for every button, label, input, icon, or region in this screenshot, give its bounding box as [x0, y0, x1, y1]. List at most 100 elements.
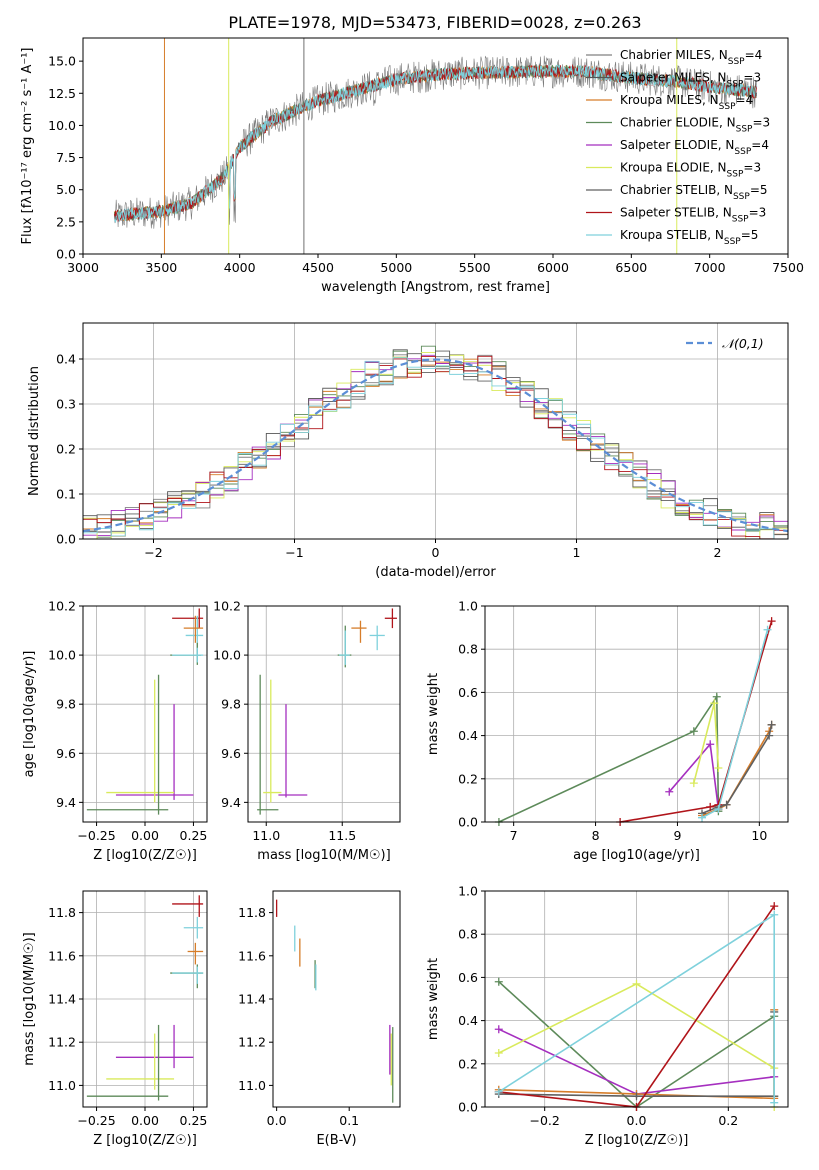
plus-marker [714, 764, 723, 772]
plus-marker [714, 805, 723, 814]
mass_weight_vs_age-axes: 7 8 9 10 0.0 0.2 0.4 0.6 0.8 1.0 [458, 599, 788, 843]
x-tick-label: 6500 [615, 260, 647, 275]
plus-marker [767, 617, 776, 626]
y-tick-label: 10.0 [213, 648, 241, 663]
plus-marker [698, 813, 707, 822]
spectrum-xlabel: wavelength [Angstrom, rest frame] [321, 280, 550, 295]
mass_weight_vs_Z-frame [484, 890, 789, 1108]
y-tick-label: 0.3 [56, 397, 76, 412]
legend-entry: Chabrier MILES, NSSP=4 [620, 48, 762, 67]
x-tick-label: −0.2 [530, 1113, 560, 1128]
plus-marker [710, 699, 719, 708]
y-tick-label: 0.2 [56, 442, 76, 457]
plus-marker [494, 977, 503, 986]
spectrum-ylabel: Flux [fλ10⁻¹⁷ erg cm⁻² s⁻¹ A⁻¹] [20, 48, 35, 245]
plus-marker [770, 902, 779, 911]
y-tick-label: 9.6 [221, 746, 241, 761]
y-tick-label: 11.0 [48, 1078, 76, 1093]
x-tick-label: 5000 [380, 260, 412, 275]
residuals-xlabel: (data-model)/error [375, 565, 496, 580]
spectrum-axes: 3000 3500 4000 4500 5000 5500 6000 6500 7000 7500… [48, 54, 804, 275]
mass_vs_ebv-points [275, 899, 394, 1103]
mass_weight_vs_age-frame [484, 605, 789, 823]
x-tick-label: 11.5 [328, 828, 356, 843]
y-tick-label: 10.0 [48, 118, 76, 133]
spectrum-frame [82, 37, 789, 255]
age_vs_Z-xlabel: Z [log10(Z/Z☉)] [93, 848, 197, 863]
legend-entry: Salpeter ELODIE, NSSP=4 [620, 138, 769, 157]
x-tick-label: 0.00 [131, 1113, 159, 1128]
y-tick-label: 9.4 [221, 795, 241, 810]
y-tick-label: 11.4 [238, 992, 266, 1007]
x-tick-label: 0.1 [339, 1113, 359, 1128]
x-tick-label: 7000 [694, 260, 726, 275]
plus-marker [665, 787, 674, 796]
y-tick-label: 11.6 [48, 948, 76, 963]
y-tick-label: 0.8 [458, 927, 478, 942]
y-tick-label: 9.4 [56, 795, 76, 810]
plus-marker [632, 979, 641, 988]
y-tick-label: 11.4 [48, 992, 76, 1007]
y-tick-label: 9.8 [221, 697, 241, 712]
plus-marker [712, 692, 721, 701]
y-tick-label: 10.0 [48, 648, 76, 663]
x-tick-label: −0.25 [77, 828, 115, 843]
legend-entry: Chabrier STELIB, NSSP=5 [620, 183, 768, 202]
x-tick-label: 4000 [224, 260, 256, 275]
mass_weight_vs_Z-xlabel: Z [log10(Z/Z☉)] [585, 1133, 689, 1148]
model-spectrum-line [113, 64, 758, 223]
x-tick-label: −2 [144, 545, 162, 560]
plus-marker [722, 800, 731, 809]
mass_weight_vs_Z-lines [494, 902, 779, 1111]
plus-marker [494, 1087, 503, 1096]
x-tick-label: 4500 [302, 260, 334, 275]
x-tick-label: 7500 [772, 260, 804, 275]
plus-marker [763, 625, 772, 634]
y-tick-label: 10.2 [48, 599, 76, 614]
normal-curve [83, 358, 788, 533]
y-tick-label: 0.6 [458, 685, 478, 700]
y-tick-label: 1.0 [458, 884, 478, 899]
mass_weight_vs_age-ylabel: mass weight [426, 673, 441, 755]
histogram-series [83, 357, 788, 539]
y-tick-label: 0.4 [56, 352, 76, 367]
age_vs_mass-frame [247, 605, 401, 823]
x-tick-label: 0.2 [718, 1113, 738, 1128]
mass-weight-line [619, 620, 773, 823]
x-tick-label: 0.00 [131, 828, 159, 843]
x-tick-label: 0.25 [180, 828, 208, 843]
y-tick-label: 0.0 [56, 247, 76, 262]
x-tick-label: 7 [510, 828, 518, 843]
legend-entry: 𝒩(0,1) [722, 336, 764, 351]
plus-marker [770, 910, 779, 919]
x-tick-label: 11.0 [252, 828, 280, 843]
legend-entry: Kroupa ELODIE, NSSP=3 [620, 161, 761, 180]
x-tick-label: 8 [592, 828, 600, 843]
mass_weight_vs_Z-axes: −0.2 0.0 0.2 0.0 0.2 0.4 0.6 0.8 1.0 [458, 884, 788, 1128]
mass_vs_ebv-xlabel: E(B-V) [316, 1133, 356, 1148]
mass_vs_Z-frame [82, 890, 208, 1108]
y-tick-label: 11.2 [48, 1035, 76, 1050]
y-tick-label: 11.8 [48, 905, 76, 920]
mass_weight_vs_Z-ylabel: mass weight [426, 958, 441, 1040]
residuals-axes: −2 −1 0 1 2 0.0 0.1 0.2 0.3 0.4 [56, 323, 788, 560]
plus-marker [706, 802, 715, 811]
y-tick-label: 11.6 [238, 948, 266, 963]
legend-entry: Chabrier ELODIE, NSSP=3 [620, 116, 770, 135]
mass_vs_Z-axes: −0.25 0.00 0.25 11.0 11.2 11.4 11.6 11.8 [48, 891, 207, 1128]
y-tick-label: 0.4 [458, 728, 478, 743]
age_vs_mass-points [257, 608, 397, 815]
y-tick-label: 11.8 [238, 905, 266, 920]
age_vs_Z-frame [82, 605, 208, 823]
x-tick-label: 10 [751, 828, 767, 843]
y-tick-label: 12.5 [48, 86, 76, 101]
mass-weight-line [668, 742, 720, 810]
plus-marker [765, 742, 774, 751]
age_vs_mass-xlabel: mass [log10(M/M☉)] [257, 848, 390, 863]
plus-marker [494, 1025, 503, 1034]
age_vs_Z-ylabel: age [log10(age/yr)] [22, 651, 37, 778]
y-tick-label: 1.0 [458, 599, 478, 614]
x-tick-label: 3500 [145, 260, 177, 275]
y-tick-label: 0.8 [458, 642, 478, 657]
mass_vs_ebv-frame [272, 890, 401, 1108]
